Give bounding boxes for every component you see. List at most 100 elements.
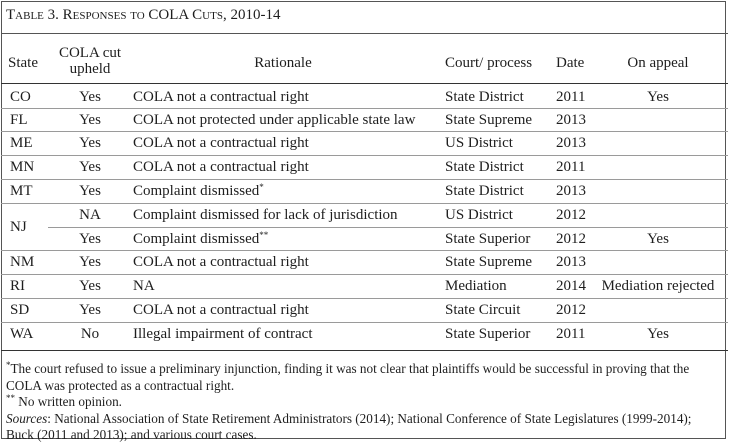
row-divider (1, 203, 728, 204)
rationale-text: COLA not a contractual right (133, 135, 309, 151)
table-bottom-rule (1, 350, 728, 351)
row-divider (1, 108, 728, 109)
footnote-marker: * (259, 182, 264, 192)
cell-state: ME (10, 135, 33, 151)
cell-date: 2014 (556, 278, 586, 294)
cell-upheld: Yes (79, 231, 101, 247)
cell-date: 2013 (556, 112, 586, 128)
table-notes: *The court refused to issue a preliminar… (6, 361, 718, 444)
footnote-1-text: The court refused to issue a preliminary… (6, 361, 690, 393)
cell-state: WA (10, 326, 34, 342)
cell-court: State Supreme (445, 112, 533, 128)
cell-rationale: COLA not protected under applicable stat… (133, 111, 415, 129)
header-state: State (8, 55, 38, 71)
cell-rationale: COLA not a contractual right (133, 301, 309, 319)
cell-upheld: Yes (79, 302, 101, 318)
rationale-text: COLA not a contractual right (133, 89, 309, 105)
cell-upheld: Yes (79, 278, 101, 294)
footnote-marker: ** (259, 230, 269, 240)
footnote-1-mark: * (6, 360, 11, 370)
rationale-text: COLA not a contractual right (133, 302, 309, 318)
cell-rationale: Complaint dismissed** (133, 230, 268, 248)
caption-years: , 2010-14 (222, 7, 281, 23)
rationale-text: Illegal impairment of contract (133, 326, 313, 342)
cell-appeal: Yes (647, 326, 669, 342)
cell-rationale: Illegal impairment of contract (133, 325, 313, 343)
cell-upheld: Yes (79, 183, 101, 199)
cell-upheld: Yes (79, 89, 101, 105)
cell-court: State District (445, 159, 524, 175)
cell-state: RI (10, 278, 25, 294)
rationale-text: NA (133, 278, 155, 294)
cell-court: State District (445, 183, 524, 199)
rationale-text: COLA not protected under applicable stat… (133, 112, 416, 128)
sources-label: Sources (6, 410, 48, 426)
rationale-text: Complaint dismissed (133, 231, 260, 247)
cell-appeal: Yes (647, 89, 669, 105)
table-caption: Table 3. Responses to COLA Cuts, 2010-14 (6, 6, 280, 24)
cell-rationale: COLA not a contractual right (133, 134, 309, 152)
rationale-text: COLA not a contractual right (133, 159, 309, 175)
cell-state: NJ (10, 219, 27, 235)
cell-state: FL (10, 112, 28, 128)
cell-state: CO (10, 89, 31, 105)
cell-rationale: Complaint dismissed* (133, 182, 264, 200)
footnote-2: ** No written opinion. (6, 394, 718, 411)
cell-rationale: Complaint dismissed for lack of jurisdic… (133, 206, 398, 224)
row-divider (1, 155, 728, 156)
cell-rationale: NA (133, 277, 155, 295)
row-divider (48, 227, 728, 228)
cell-upheld: Yes (79, 135, 101, 151)
cell-date: 2011 (556, 89, 586, 105)
cell-court: State Superior (445, 231, 531, 247)
caption-title: Responses to COLA Cuts (62, 7, 223, 23)
cell-date: 2012 (556, 231, 586, 247)
cell-appeal: Mediation rejected (601, 278, 715, 294)
cell-court: State Superior (445, 326, 531, 342)
row-divider (1, 179, 728, 180)
cell-date: 2013 (556, 135, 586, 151)
header-cola-upheld: COLA cut upheld (58, 45, 122, 77)
row-divider (1, 322, 728, 323)
row-divider (1, 250, 728, 251)
header-on-appeal: On appeal (627, 55, 689, 71)
cell-court: State Circuit (445, 302, 521, 318)
sources-text: : National Association of State Retireme… (6, 410, 692, 443)
cell-rationale: COLA not a contractual right (133, 88, 309, 106)
cell-rationale: COLA not a contractual right (133, 158, 309, 176)
row-divider (1, 131, 728, 132)
cell-upheld: Yes (79, 159, 101, 175)
cell-court: State Supreme (445, 254, 533, 270)
cell-court: State District (445, 89, 524, 105)
cell-state: MT (10, 183, 33, 199)
rationale-text: Complaint dismissed (133, 183, 260, 199)
caption-prefix: Table 3. (6, 7, 63, 23)
cell-court: US District (445, 135, 513, 151)
cell-upheld: Yes (79, 254, 101, 270)
header-rationale: Rationale (254, 55, 312, 71)
footnote-1: *The court refused to issue a preliminar… (6, 361, 718, 394)
header-rule (1, 83, 728, 84)
header-court: Court/ process (445, 55, 533, 71)
footnote-2-text: No written opinion. (15, 394, 122, 409)
cell-date: 2011 (556, 326, 586, 342)
cell-court: US District (445, 207, 513, 223)
cell-state: MN (10, 159, 35, 175)
footnote-2-mark: ** (6, 393, 15, 403)
row-divider (1, 274, 728, 275)
cell-upheld: Yes (79, 112, 101, 128)
caption-rule (1, 33, 728, 34)
cell-date: 2011 (556, 159, 586, 175)
cell-rationale: COLA not a contractual right (133, 253, 309, 271)
cell-date: 2013 (556, 254, 586, 270)
cell-date: 2012 (556, 302, 586, 318)
cell-date: 2013 (556, 183, 586, 199)
cell-upheld: NA (79, 207, 101, 223)
cell-date: 2012 (556, 207, 586, 223)
rationale-text: Complaint dismissed for lack of jurisdic… (133, 207, 398, 223)
header-date: Date (556, 55, 585, 71)
sources-note: Sources: National Association of State R… (6, 411, 718, 444)
cell-upheld: No (80, 326, 100, 342)
rationale-text: COLA not a contractual right (133, 254, 309, 270)
